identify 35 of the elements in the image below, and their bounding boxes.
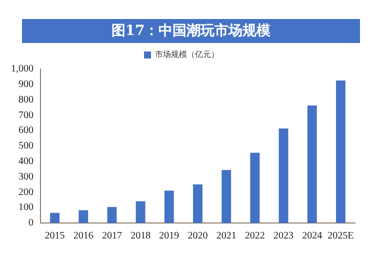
x-tick-label: 2022 xyxy=(244,230,265,242)
chart-title: 图17：中国潮玩市场规模 xyxy=(22,19,360,43)
bar xyxy=(78,210,88,223)
x-tick-label: 2018 xyxy=(130,230,151,242)
bar xyxy=(164,190,174,223)
y-tick-label: 700 xyxy=(18,110,34,121)
y-tick-label: 300 xyxy=(18,171,34,182)
x-tick-label: 2020 xyxy=(188,230,208,242)
y-tick-label: 0 xyxy=(28,218,34,229)
y-tick-label: 600 xyxy=(18,125,34,136)
bar xyxy=(336,80,346,223)
x-tick-label: 2016 xyxy=(73,230,94,242)
y-tick-label: 900 xyxy=(18,79,34,90)
x-tick-label: 2025E xyxy=(328,230,354,242)
y-tick-label: 500 xyxy=(18,140,34,152)
y-tick-label: 1,000 xyxy=(11,64,34,75)
x-tick-label: 2021 xyxy=(216,230,236,242)
x-tick-label: 2017 xyxy=(102,230,122,242)
bar xyxy=(107,206,117,223)
bar xyxy=(278,128,288,223)
x-tick-label: 2024 xyxy=(302,230,322,242)
bar xyxy=(250,152,260,223)
y-tick-label: 100 xyxy=(18,202,34,214)
y-tick-label: 800 xyxy=(18,94,34,106)
y-tick-label: 200 xyxy=(18,186,34,198)
x-tick-label: 2023 xyxy=(274,230,294,242)
bar xyxy=(193,184,202,223)
bar xyxy=(222,170,232,223)
x-tick-label: 2015 xyxy=(44,230,65,242)
legend-label: 市场规模（亿元） xyxy=(155,50,219,60)
y-tick-label: 400 xyxy=(18,156,34,168)
bar xyxy=(50,212,60,223)
x-tick-label: 2019 xyxy=(159,230,180,242)
bar xyxy=(307,106,317,223)
bar xyxy=(136,201,146,223)
